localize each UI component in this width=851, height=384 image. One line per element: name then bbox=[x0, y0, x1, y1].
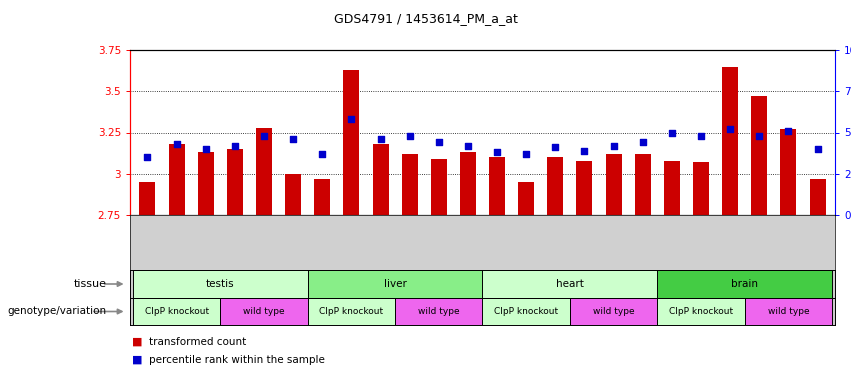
Text: tissue: tissue bbox=[73, 279, 106, 289]
Text: wild type: wild type bbox=[418, 307, 460, 316]
Point bbox=[199, 146, 213, 152]
Point bbox=[316, 151, 329, 157]
Bar bbox=[576, 161, 592, 215]
Point bbox=[752, 133, 766, 139]
Bar bbox=[133, 270, 308, 298]
Text: wild type: wild type bbox=[243, 307, 285, 316]
Bar bbox=[431, 159, 447, 215]
Bar bbox=[308, 298, 395, 325]
Point bbox=[490, 149, 504, 156]
Bar bbox=[693, 162, 709, 215]
Point bbox=[781, 128, 795, 134]
Text: ■: ■ bbox=[132, 337, 142, 347]
Bar bbox=[664, 161, 680, 215]
Point bbox=[811, 146, 825, 152]
Bar bbox=[657, 270, 832, 298]
Bar bbox=[635, 154, 651, 215]
Text: ClpP knockout: ClpP knockout bbox=[494, 307, 558, 316]
Text: percentile rank within the sample: percentile rank within the sample bbox=[149, 355, 325, 365]
Bar bbox=[140, 182, 156, 215]
Point bbox=[607, 142, 620, 149]
Text: transformed count: transformed count bbox=[149, 337, 246, 347]
Text: GDS4791 / 1453614_PM_a_at: GDS4791 / 1453614_PM_a_at bbox=[334, 12, 517, 25]
Bar bbox=[745, 298, 832, 325]
Point bbox=[723, 126, 737, 132]
Text: wild type: wild type bbox=[593, 307, 634, 316]
Bar bbox=[722, 66, 738, 215]
Point bbox=[694, 133, 708, 139]
Bar bbox=[133, 298, 220, 325]
Bar bbox=[606, 154, 621, 215]
Point bbox=[170, 141, 184, 147]
Point bbox=[140, 154, 154, 161]
Point bbox=[519, 151, 533, 157]
Point bbox=[636, 139, 649, 146]
Bar bbox=[197, 152, 214, 215]
Point bbox=[257, 133, 271, 139]
Text: heart: heart bbox=[556, 279, 584, 289]
Point bbox=[374, 136, 387, 142]
Bar bbox=[547, 157, 563, 215]
Text: brain: brain bbox=[731, 279, 758, 289]
Bar bbox=[344, 70, 359, 215]
Bar bbox=[168, 144, 185, 215]
Point bbox=[286, 136, 300, 142]
Text: testis: testis bbox=[206, 279, 235, 289]
Text: ClpP knockout: ClpP knockout bbox=[319, 307, 384, 316]
Point bbox=[549, 144, 563, 151]
Bar bbox=[395, 298, 483, 325]
Bar bbox=[402, 154, 418, 215]
Bar bbox=[373, 144, 389, 215]
Bar bbox=[483, 270, 657, 298]
Bar bbox=[256, 127, 272, 215]
Point bbox=[432, 139, 446, 146]
Bar bbox=[489, 157, 505, 215]
Bar bbox=[483, 298, 570, 325]
Point bbox=[461, 142, 475, 149]
Bar bbox=[220, 298, 308, 325]
Text: ■: ■ bbox=[132, 355, 142, 365]
Point bbox=[578, 147, 591, 154]
Bar bbox=[780, 129, 797, 215]
Text: ClpP knockout: ClpP knockout bbox=[669, 307, 733, 316]
Bar bbox=[809, 179, 825, 215]
Point bbox=[665, 129, 678, 136]
Bar bbox=[227, 149, 243, 215]
Bar bbox=[570, 298, 657, 325]
Bar bbox=[460, 152, 476, 215]
Text: ClpP knockout: ClpP knockout bbox=[145, 307, 208, 316]
Bar bbox=[657, 298, 745, 325]
Bar bbox=[308, 270, 483, 298]
Point bbox=[228, 142, 242, 149]
Bar bbox=[285, 174, 301, 215]
Text: liver: liver bbox=[384, 279, 407, 289]
Bar bbox=[751, 96, 768, 215]
Bar bbox=[314, 179, 330, 215]
Point bbox=[345, 116, 358, 122]
Bar bbox=[518, 182, 534, 215]
Point bbox=[403, 133, 416, 139]
Text: genotype/variation: genotype/variation bbox=[8, 306, 106, 316]
Text: wild type: wild type bbox=[768, 307, 809, 316]
